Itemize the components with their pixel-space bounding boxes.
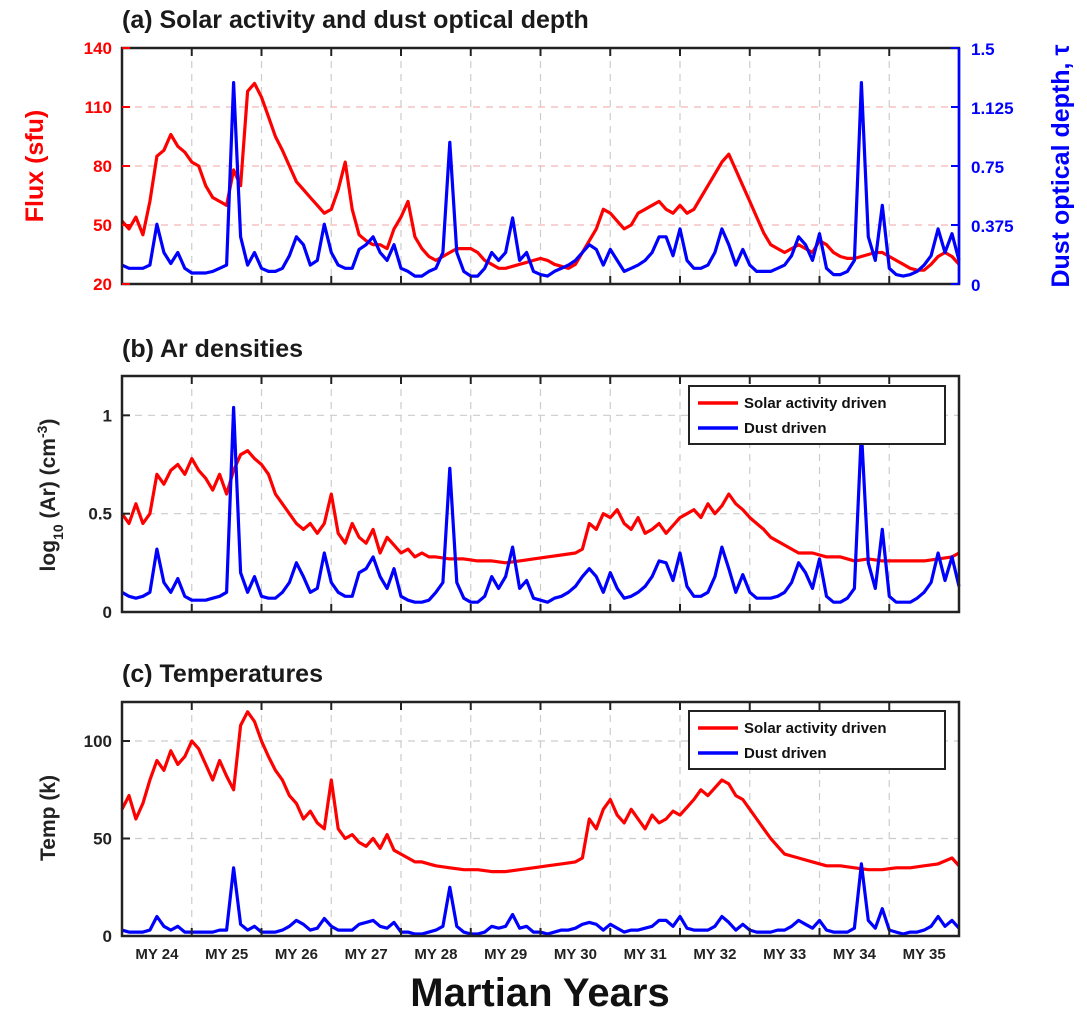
panel-b-legend: Solar activity driven Dust driven (688, 385, 946, 445)
panel-a: (a) Solar activity and dust optical dept… (21, 6, 1075, 295)
x-tick-label: MY 25 (205, 946, 248, 963)
panel-c-legend: Solar activity driven Dust driven (688, 710, 946, 770)
legend-solar-label: Solar activity driven (744, 395, 887, 412)
y-tick-label: 110 (85, 98, 112, 117)
panel-c-yticks: 0 50 100 (84, 732, 130, 946)
y-tick-label: 0 (103, 927, 112, 946)
y-tick-label: 140 (84, 39, 112, 58)
x-tick-label: MY 24 (135, 946, 179, 963)
temp-axis-label: Temp (k) (37, 775, 60, 861)
tau-axis-label: Dust optical depth, τ (1047, 44, 1075, 287)
y2-tick-label: 1.5 (971, 40, 995, 59)
panel-b-title: (b) Ar densities (122, 335, 303, 363)
solar-series-line (120, 81, 961, 272)
panel-a-lines (120, 80, 961, 278)
legend-box (688, 710, 946, 770)
panel-a-grid (122, 47, 959, 285)
y2-tick-label: 0.75 (971, 158, 1004, 177)
panel-b-lines (120, 405, 961, 604)
dust-series-line (121, 405, 961, 604)
y-tick-label: 0 (103, 603, 112, 622)
panel-a-title: (a) Solar activity and dust optical dept… (122, 6, 589, 34)
legend-solar-label: Solar activity driven (744, 720, 887, 737)
panel-a-yticks: 20 50 80 110 140 (84, 39, 130, 294)
x-tick-label: MY 27 (345, 946, 388, 963)
solar-series-line (120, 710, 961, 874)
legend-dust-label: Dust driven (744, 420, 827, 437)
panel-c-title: (c) Temperatures (122, 660, 323, 688)
x-tick-label: MY 28 (414, 946, 457, 963)
x-tick-label: MY 32 (693, 946, 736, 963)
ar-axis-label: log10 (Ar) (cm-3) (34, 419, 66, 572)
flux-axis-label: Flux (sfu) (21, 110, 49, 223)
y-tick-label: 20 (93, 275, 112, 294)
dust-series-line (121, 80, 961, 278)
x-tick-label: MY 33 (763, 946, 806, 963)
legend-dust-label: Dust driven (744, 745, 827, 762)
x-tick-label: MY 26 (275, 946, 318, 963)
panel-b-xticks (190, 376, 891, 612)
x-tick-label: MY 31 (624, 946, 667, 963)
x-tick-label: MY 35 (903, 946, 946, 963)
panel-a-y2ticks: 0 0.375 0.75 1.125 1.5 (951, 40, 1014, 295)
panel-b: (b) Ar densities 00.51 log10 (Ar) (cm-3)… (34, 335, 961, 622)
y2-tick-label: 0.375 (971, 217, 1014, 236)
y-tick-label: 0.5 (88, 505, 112, 524)
panel-a-xticks (190, 48, 891, 284)
y-tick-label: 50 (93, 216, 112, 235)
x-tick-label: MY 30 (554, 946, 597, 963)
y-tick-label: 80 (93, 157, 112, 176)
panel-c-xticks: MY 24 MY 25 MY 26 MY 27 MY 28 MY 29 MY 30 MY 31… (135, 702, 946, 963)
y-tick-label: 1 (103, 406, 112, 425)
y-tick-label: 50 (93, 830, 112, 849)
x-tick-label: MY 29 (484, 946, 527, 963)
panel-c: (c) Temperatures MY 24 MY 25 MY 26 MY 27 MY … (37, 660, 961, 963)
x-tick-label: MY 34 (833, 946, 877, 963)
legend-box (688, 385, 946, 445)
y2-tick-label: 0 (971, 276, 980, 295)
panel-b-yticks: 00.51 (88, 406, 130, 622)
y2-tick-label: 1.125 (971, 99, 1014, 118)
x-axis-title: Martian Years (410, 971, 669, 1015)
y-tick-label: 100 (84, 732, 112, 751)
